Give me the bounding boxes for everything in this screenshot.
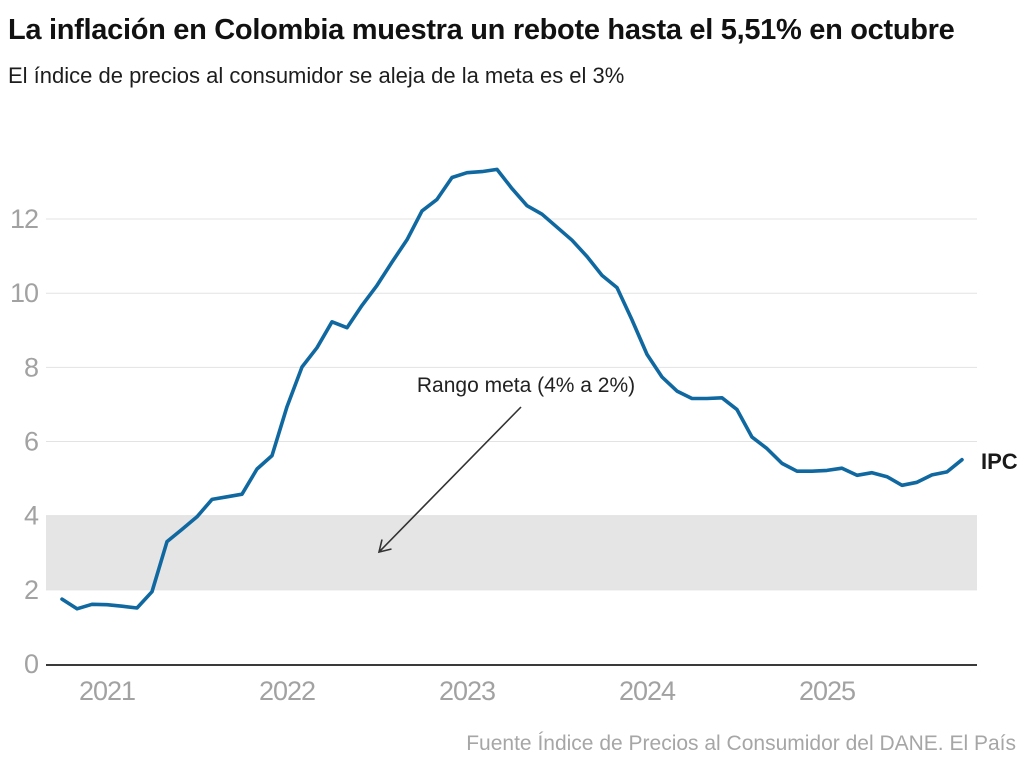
series-label: IPC (981, 449, 1018, 474)
x-tick-label: 2022 (259, 676, 315, 706)
target-band-layer (46, 515, 977, 590)
x-tick-label: 2023 (439, 676, 495, 706)
y-tick-label: 6 (24, 427, 38, 457)
series-line-layer (60, 167, 964, 611)
axis-layer: 0 2 4 6 8 10 12 2021 2022 2023 2024 2025 (10, 204, 977, 706)
chart-title: La inflación en Colombia muestra un rebo… (8, 14, 955, 46)
x-tick-label: 2024 (619, 676, 676, 706)
gridline-layer (46, 218, 977, 591)
target-range-band (46, 515, 977, 590)
y-tick-label: 10 (10, 278, 38, 308)
x-tick-label: 2025 (799, 676, 855, 706)
y-tick-label: 2 (24, 575, 38, 605)
source-note: Fuente Índice de Precios al Consumidor d… (466, 732, 1016, 755)
chart-subtitle: El índice de precios al consumidor se al… (8, 63, 625, 89)
ipc-series-line (60, 167, 964, 611)
y-tick-label: 12 (10, 204, 38, 234)
y-tick-label: 8 (24, 352, 38, 382)
x-tick-label: 2021 (79, 676, 135, 706)
annotation-arrow (377, 406, 522, 554)
y-tick-label: 0 (24, 649, 38, 679)
y-tick-label: 4 (24, 501, 39, 531)
annotation-label: Rango meta (4% a 2%) (417, 374, 635, 397)
chart-header: La inflación en Colombia muestra un rebo… (0, 0, 1024, 89)
